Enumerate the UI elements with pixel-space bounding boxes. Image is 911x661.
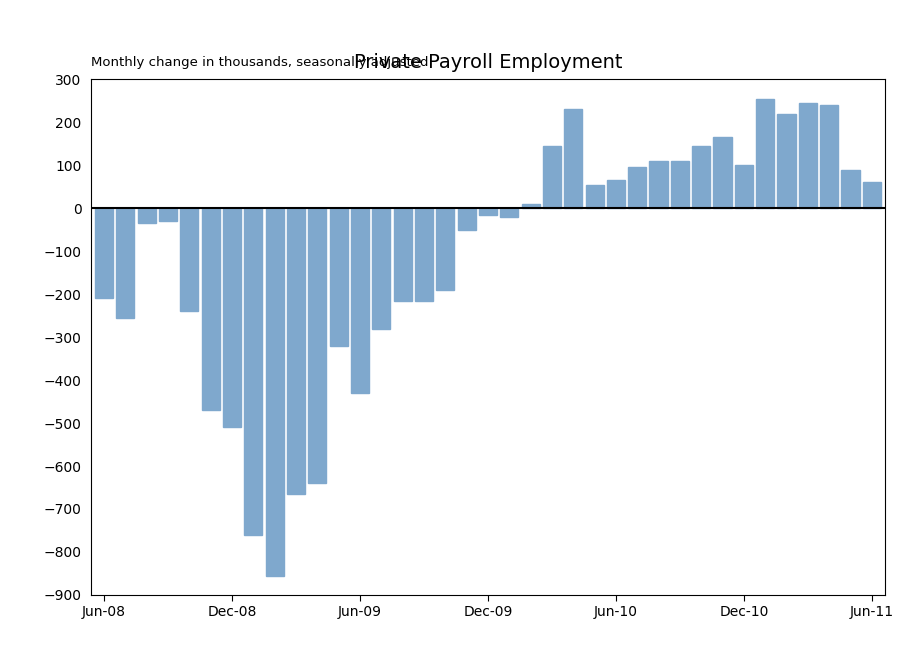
Bar [478, 208, 496, 215]
Bar [201, 208, 220, 410]
Bar [222, 208, 241, 428]
Bar [841, 170, 859, 208]
Bar [265, 208, 283, 576]
Bar [649, 161, 667, 208]
Bar [499, 208, 517, 217]
Bar [819, 105, 837, 208]
Bar [95, 208, 113, 299]
Bar [606, 180, 624, 208]
Bar [521, 204, 539, 208]
Bar [862, 182, 880, 208]
Bar [116, 208, 134, 318]
Bar [670, 161, 688, 208]
Bar [308, 208, 326, 483]
Bar [628, 167, 646, 208]
Bar [244, 208, 262, 535]
Bar [755, 98, 773, 208]
Bar [138, 208, 156, 223]
Bar [180, 208, 199, 311]
Text: Monthly change in thousands, seasonally adjusted: Monthly change in thousands, seasonally … [91, 56, 428, 69]
Bar [329, 208, 347, 346]
Bar [159, 208, 177, 221]
Bar [712, 137, 731, 208]
Bar [415, 208, 433, 301]
Bar [585, 184, 603, 208]
Bar [372, 208, 390, 329]
Bar [564, 110, 581, 208]
Title: Private Payroll Employment: Private Payroll Employment [353, 53, 621, 72]
Bar [394, 208, 411, 301]
Bar [435, 208, 454, 290]
Bar [776, 114, 794, 208]
Bar [542, 146, 560, 208]
Bar [798, 103, 816, 208]
Bar [457, 208, 476, 230]
Bar [351, 208, 369, 393]
Bar [691, 146, 710, 208]
Bar [734, 165, 752, 208]
Bar [287, 208, 304, 494]
